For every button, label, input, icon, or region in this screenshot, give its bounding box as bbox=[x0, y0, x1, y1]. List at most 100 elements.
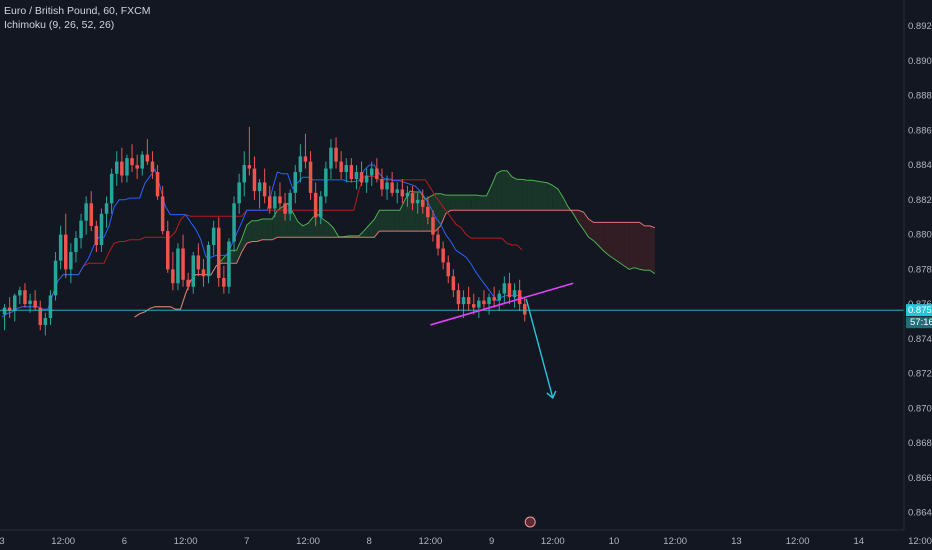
candle bbox=[273, 191, 277, 218]
cloud-segment bbox=[450, 195, 456, 211]
candle bbox=[38, 300, 42, 331]
candle bbox=[466, 286, 471, 312]
time-tick-label: 13 bbox=[731, 536, 742, 547]
ichimoku-lines bbox=[1, 164, 656, 318]
cloud-segment bbox=[471, 195, 477, 211]
candle bbox=[222, 265, 226, 294]
candle bbox=[120, 147, 124, 183]
cloud-segment bbox=[578, 210, 584, 230]
price-tick-label: 0.88000 bbox=[908, 230, 932, 241]
time-tick-label: 14 bbox=[854, 536, 865, 547]
cloud-segment bbox=[246, 220, 252, 244]
time-tick-label: 10 bbox=[609, 536, 620, 547]
candle bbox=[385, 175, 389, 200]
time-axis: 3 12:00 6 12:00 7 12:00 8 12:00 9 12:00 10 12:00 13 1… bbox=[0, 529, 932, 547]
trendline[interactable] bbox=[430, 282, 574, 326]
price-tick-label: 0.87800 bbox=[908, 264, 932, 275]
candle bbox=[2, 304, 7, 331]
cloud-segment bbox=[532, 180, 538, 211]
cloud-segment bbox=[619, 222, 625, 266]
price-tick-label: 0.88800 bbox=[908, 91, 932, 102]
chart-legend: Euro / British Pound, 60, FXCM Ichimoku … bbox=[4, 4, 150, 32]
candle bbox=[344, 158, 348, 183]
cloud-segment bbox=[455, 195, 461, 211]
candle bbox=[109, 168, 114, 214]
candle bbox=[104, 196, 109, 228]
price-tick-label: 0.87000 bbox=[908, 403, 932, 414]
candle bbox=[446, 255, 450, 284]
candle bbox=[364, 168, 369, 193]
price-tick-label: 0.89000 bbox=[908, 56, 932, 67]
candle bbox=[512, 283, 517, 308]
cloud-segment bbox=[634, 222, 640, 270]
cloud-segment bbox=[251, 220, 257, 242]
candle bbox=[160, 185, 165, 235]
candle bbox=[298, 144, 303, 183]
candle bbox=[324, 161, 328, 204]
candle bbox=[426, 196, 430, 225]
cloud-segment bbox=[629, 222, 635, 270]
candle bbox=[339, 151, 343, 179]
cloud-segment bbox=[257, 218, 263, 242]
cloud-segment bbox=[399, 199, 405, 232]
candle bbox=[125, 154, 129, 183]
candle bbox=[130, 144, 134, 173]
candle bbox=[421, 189, 425, 214]
candle bbox=[482, 290, 486, 312]
candle bbox=[232, 196, 236, 252]
candle bbox=[155, 165, 160, 200]
time-tick-label: 12:00 bbox=[541, 536, 565, 547]
candle bbox=[502, 276, 507, 305]
senkou-span-a-line bbox=[134, 170, 656, 318]
candle bbox=[456, 283, 461, 312]
cloud-segment bbox=[593, 222, 599, 246]
candle bbox=[196, 243, 201, 277]
candle bbox=[206, 241, 211, 284]
symbol-title: Euro / British Pound, 60, FXCM bbox=[4, 5, 151, 17]
candle bbox=[171, 251, 175, 291]
candle bbox=[278, 182, 282, 209]
arrow-shaft[interactable] bbox=[525, 298, 554, 399]
cloud-segment bbox=[389, 210, 395, 232]
drawing-overlays bbox=[0, 282, 904, 528]
cloud-segment bbox=[379, 210, 385, 232]
price-tick-label: 0.86800 bbox=[908, 438, 932, 449]
candle bbox=[166, 220, 170, 273]
cloud-segment bbox=[608, 222, 614, 259]
cloud-segment bbox=[496, 170, 502, 211]
arrow-head[interactable] bbox=[546, 390, 557, 400]
cloud-segment bbox=[323, 219, 329, 238]
candle bbox=[64, 213, 68, 279]
candle bbox=[23, 283, 27, 308]
cloud-segment bbox=[649, 225, 655, 274]
candle bbox=[319, 191, 323, 225]
candle bbox=[28, 293, 32, 313]
candle bbox=[431, 210, 435, 242]
cloud-segment bbox=[476, 195, 482, 211]
event-marker-icon[interactable] bbox=[524, 516, 536, 528]
cloud-segment bbox=[374, 210, 380, 238]
cloud-segment bbox=[552, 185, 558, 211]
bar-countdown: 57:16 bbox=[910, 317, 932, 328]
time-tick-label: 12:00 bbox=[908, 536, 932, 547]
candle bbox=[283, 192, 287, 221]
cloud-segment bbox=[557, 188, 563, 211]
candle bbox=[415, 192, 420, 214]
time-tick-label: 12:00 bbox=[174, 536, 198, 547]
cloud-segment bbox=[644, 225, 650, 271]
cloud-segment bbox=[598, 222, 604, 252]
cloud-segment bbox=[542, 182, 548, 211]
time-tick-label: 12:00 bbox=[419, 536, 443, 547]
price-tick-label: 0.86400 bbox=[908, 508, 932, 519]
price-tick-label: 0.88400 bbox=[908, 160, 932, 171]
cloud-segment bbox=[231, 250, 237, 264]
candle bbox=[257, 178, 262, 209]
time-tick-label: 3 bbox=[0, 536, 5, 547]
indicator-title: Ichimoku (9, 26, 52, 26) bbox=[4, 19, 115, 31]
price-tick-label: 0.88600 bbox=[908, 125, 932, 136]
candle bbox=[405, 185, 410, 207]
time-tick-label: 12:00 bbox=[296, 536, 320, 547]
candle bbox=[217, 217, 221, 287]
cloud-segment bbox=[364, 225, 370, 238]
